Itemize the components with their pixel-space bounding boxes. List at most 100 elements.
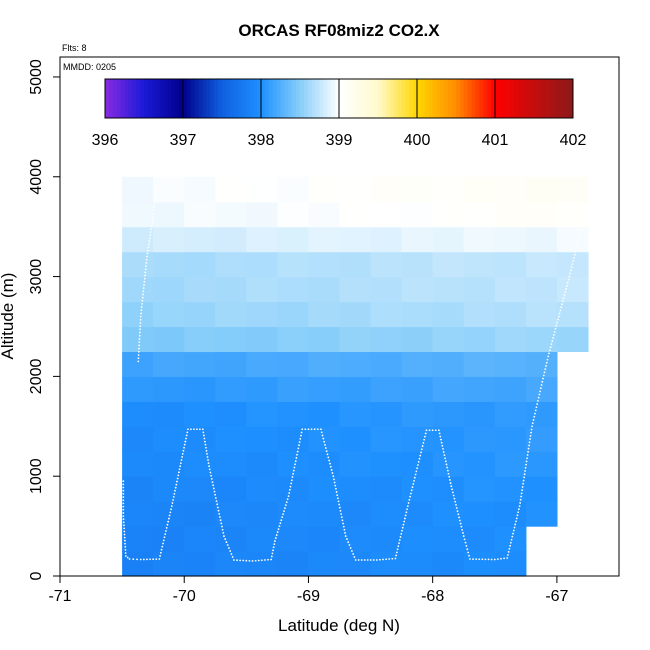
track-point <box>337 500 340 503</box>
track-point <box>160 548 163 551</box>
heatmap-cell <box>277 226 310 253</box>
track-point <box>353 556 356 558</box>
track-point <box>208 468 211 471</box>
track-point <box>425 429 428 432</box>
track-point <box>122 502 125 505</box>
heatmap-cell <box>401 251 434 278</box>
track-point <box>183 443 186 446</box>
track-point <box>123 527 126 530</box>
track-point <box>149 231 152 233</box>
heatmap-cell <box>277 201 310 228</box>
track-point <box>548 352 550 355</box>
heatmap-cell <box>432 276 465 303</box>
track-point <box>454 500 457 503</box>
colorbar-ticks: 396 397 398 399 400 401 402 <box>92 79 586 149</box>
track-point <box>217 509 220 512</box>
colorbar-segment <box>549 79 554 118</box>
track-point <box>132 558 135 561</box>
track-point <box>372 559 375 561</box>
heatmap-cell <box>122 326 154 353</box>
track-point <box>336 494 339 496</box>
heatmap-cell <box>525 401 558 427</box>
track-point <box>468 554 470 557</box>
heatmap-cell <box>246 351 278 377</box>
heatmap-cell <box>308 401 341 427</box>
track-point <box>536 403 539 405</box>
track-point <box>422 442 425 444</box>
track-point <box>185 437 187 440</box>
heatmap-cell <box>215 301 247 328</box>
colorbar-segment <box>296 79 301 118</box>
heatmap-cell <box>494 451 527 477</box>
heatmap-cell <box>494 301 527 328</box>
track-point <box>410 489 413 492</box>
colorbar-segment <box>233 79 239 118</box>
y-axis: 0 1000 2000 3000 4000 5000 <box>28 59 61 580</box>
track-point <box>519 502 522 504</box>
track-point <box>530 428 533 431</box>
heatmap-cell <box>246 301 278 328</box>
track-point <box>343 528 346 531</box>
heatmap-cell <box>308 301 341 328</box>
track-point <box>336 497 339 500</box>
heatmap-cell <box>494 501 527 527</box>
colorbar-segment <box>167 79 172 118</box>
heatmap-cell <box>153 526 185 552</box>
track-point <box>145 262 148 264</box>
track-point <box>218 512 221 515</box>
heatmap-cell <box>215 176 247 203</box>
heatmap-cell <box>556 176 589 203</box>
colorbar <box>105 79 574 118</box>
track-point <box>211 481 214 483</box>
track-point <box>286 498 289 501</box>
heatmap-cell <box>525 176 558 203</box>
colorbar-segment <box>272 79 278 118</box>
colorbar-tick-label: 401 <box>482 132 509 149</box>
track-point <box>478 558 481 561</box>
track-point <box>139 315 142 318</box>
heatmap-cell <box>463 351 496 377</box>
heatmap-cell <box>463 551 496 577</box>
heatmap-cell <box>370 351 403 377</box>
track-point <box>509 541 512 544</box>
colorbar-segment <box>159 79 164 118</box>
track-point <box>148 237 151 240</box>
track-point <box>177 474 180 477</box>
track-point <box>449 482 452 484</box>
track-point <box>151 218 154 221</box>
track-point <box>154 193 157 196</box>
track-point <box>267 558 269 561</box>
heatmap-cell <box>525 251 558 278</box>
track-point <box>226 544 229 546</box>
heatmap-cell <box>339 201 372 228</box>
track-point <box>279 522 282 524</box>
colorbar-segment <box>331 79 336 118</box>
track-point <box>535 406 538 409</box>
colorbar-segment <box>514 79 519 118</box>
track-point <box>123 536 126 539</box>
track-point <box>222 532 225 534</box>
track-point <box>506 557 509 559</box>
track-point <box>185 434 188 437</box>
track-point <box>219 519 222 522</box>
heatmap-cell <box>494 551 527 577</box>
track-point <box>140 312 142 315</box>
track-point <box>402 523 405 526</box>
track-point <box>290 479 293 482</box>
track-point <box>398 539 401 541</box>
track-point <box>146 252 149 255</box>
track-point <box>186 431 189 434</box>
colorbar-segment <box>522 79 527 118</box>
track-point <box>531 425 533 428</box>
heatmap-cell <box>401 501 434 527</box>
track-point <box>122 505 125 508</box>
track-point <box>167 520 170 523</box>
track-point <box>342 525 345 528</box>
heatmap-cell <box>215 201 247 228</box>
track-point <box>569 269 572 272</box>
heatmap-cell <box>246 476 278 502</box>
track-point <box>325 450 328 453</box>
track-point <box>395 551 398 554</box>
y-axis-label: Altitude (m) <box>0 273 17 360</box>
heatmap-cell <box>215 526 247 552</box>
